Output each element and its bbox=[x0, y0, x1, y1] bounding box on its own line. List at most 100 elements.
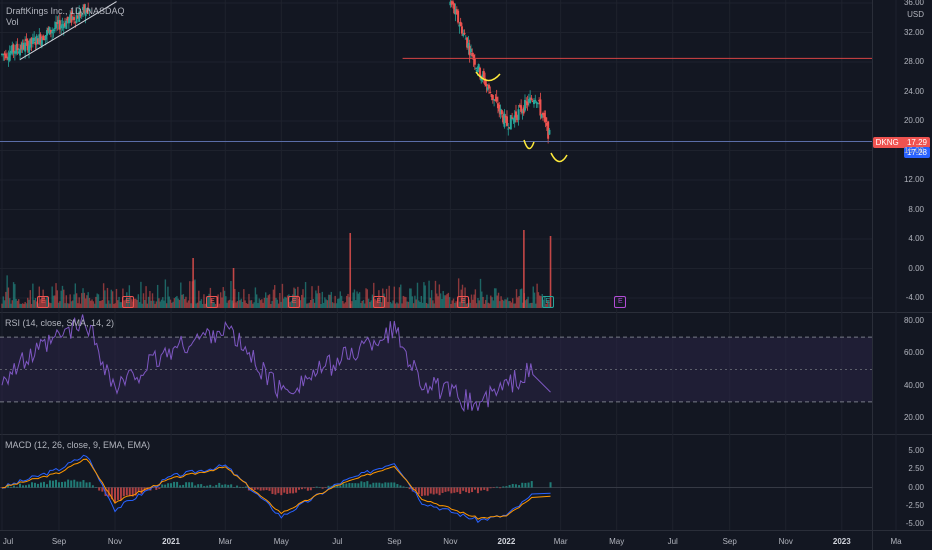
volume-bar bbox=[126, 292, 128, 308]
volume-bar bbox=[86, 295, 88, 308]
volume-bar bbox=[88, 297, 91, 308]
candle-body bbox=[53, 28, 56, 30]
macd-histogram-bar bbox=[505, 486, 508, 488]
volume-bar bbox=[90, 300, 92, 308]
volume-bar bbox=[272, 289, 275, 308]
volume-bar bbox=[428, 280, 430, 308]
volume-bar bbox=[401, 303, 403, 308]
macd-histogram-bar bbox=[473, 487, 476, 490]
candle-body bbox=[34, 41, 37, 45]
volume-bar bbox=[542, 299, 545, 308]
volume-bar bbox=[469, 302, 471, 308]
volume-bar bbox=[46, 296, 48, 308]
volume-bar bbox=[371, 294, 374, 308]
candle-body bbox=[459, 21, 462, 26]
candle-body bbox=[88, 9, 91, 11]
candle-body bbox=[525, 101, 528, 103]
macd-histogram-bar bbox=[387, 482, 390, 488]
earnings-marker[interactable]: E bbox=[457, 296, 470, 308]
volume-bar bbox=[108, 300, 110, 308]
macd-label[interactable]: MACD (12, 26, close, 9, EMA, EMA) bbox=[5, 440, 151, 450]
volume-bar bbox=[261, 299, 263, 308]
macd-histogram-bar bbox=[101, 487, 104, 492]
volume-bar bbox=[450, 303, 452, 308]
macd-histogram-bar bbox=[215, 484, 218, 488]
volume-bar bbox=[295, 295, 298, 308]
volume-bar bbox=[367, 298, 370, 308]
macd-histogram-bar bbox=[283, 487, 286, 493]
volume-bar bbox=[106, 287, 109, 308]
macd-histogram-bar bbox=[274, 487, 277, 495]
volume-bar bbox=[374, 298, 376, 308]
macd-histogram-bar bbox=[444, 487, 447, 492]
volume-bar bbox=[257, 303, 259, 308]
volume-bar bbox=[420, 295, 423, 308]
macd-histogram-bar bbox=[495, 486, 498, 488]
candle-body bbox=[548, 129, 551, 135]
earnings-marker[interactable]: E bbox=[541, 296, 554, 308]
volume-bar bbox=[21, 303, 24, 308]
macd-histogram-bar bbox=[104, 487, 107, 496]
volume-bar bbox=[123, 300, 125, 308]
volume-bar bbox=[66, 303, 69, 308]
earnings-marker[interactable]: E bbox=[288, 296, 301, 308]
volume-bar bbox=[519, 289, 522, 308]
volume-bar bbox=[378, 290, 380, 308]
volume-bar bbox=[406, 301, 408, 308]
volume-bar bbox=[117, 300, 119, 308]
macd-histogram-bar bbox=[372, 482, 375, 488]
volume-bar bbox=[234, 288, 236, 308]
candle-body bbox=[477, 64, 480, 70]
volume-bar bbox=[254, 287, 257, 308]
candle-body bbox=[28, 45, 31, 53]
volume-bar bbox=[169, 299, 172, 308]
volume-bar bbox=[45, 299, 47, 308]
volume-bar bbox=[172, 301, 174, 308]
volume-bar bbox=[137, 294, 140, 308]
volume-bar bbox=[199, 300, 201, 308]
candle-body bbox=[67, 18, 70, 24]
volume-bar bbox=[364, 303, 366, 308]
macd-histogram-bar bbox=[527, 482, 530, 488]
symbol-title[interactable]: DraftKings Inc., 1D, NASDAQ bbox=[6, 6, 125, 16]
earnings-marker[interactable]: E bbox=[206, 296, 219, 308]
volume-bar bbox=[10, 303, 12, 308]
volume-bar bbox=[91, 299, 93, 308]
macd-histogram-bar bbox=[426, 487, 429, 496]
macd-histogram-bar bbox=[489, 487, 492, 489]
volume-bar bbox=[333, 303, 335, 308]
volume-bar bbox=[459, 301, 461, 308]
macd-histogram-bar bbox=[122, 487, 125, 497]
time-axis-tick: Nov bbox=[778, 537, 793, 546]
volume-spike bbox=[192, 258, 194, 308]
rsi-label[interactable]: RSI (14, close, SMA, 14, 2) bbox=[5, 318, 115, 328]
candle-body bbox=[541, 113, 544, 115]
volume-spike bbox=[523, 230, 525, 308]
volume-bar bbox=[545, 303, 547, 308]
volume-bar bbox=[78, 297, 80, 308]
macd-histogram-bar bbox=[6, 485, 9, 488]
earnings-marker[interactable]: E bbox=[372, 296, 385, 308]
volume-bar bbox=[142, 293, 145, 308]
earnings-marker[interactable]: E bbox=[121, 296, 134, 308]
volume-bar bbox=[334, 295, 336, 308]
volume-bar bbox=[259, 300, 262, 308]
macd-histogram-bar bbox=[303, 487, 306, 489]
candle-body bbox=[85, 10, 88, 13]
volume-bar bbox=[522, 302, 524, 308]
candle-body bbox=[485, 83, 488, 87]
volume-bar bbox=[114, 303, 116, 308]
upcoming-earnings-marker[interactable]: E bbox=[614, 296, 627, 308]
earnings-marker[interactable]: E bbox=[37, 296, 50, 308]
macd-histogram-bar bbox=[453, 487, 456, 493]
volume-bar bbox=[310, 300, 312, 308]
volume-bar bbox=[407, 301, 410, 308]
candle-body bbox=[476, 70, 479, 72]
volume-bar bbox=[414, 295, 416, 308]
volume-bar bbox=[127, 299, 129, 308]
volume-bar bbox=[82, 288, 84, 308]
macd-histogram-bar bbox=[348, 482, 351, 488]
candle-body bbox=[76, 15, 79, 19]
candle-body bbox=[480, 76, 483, 81]
